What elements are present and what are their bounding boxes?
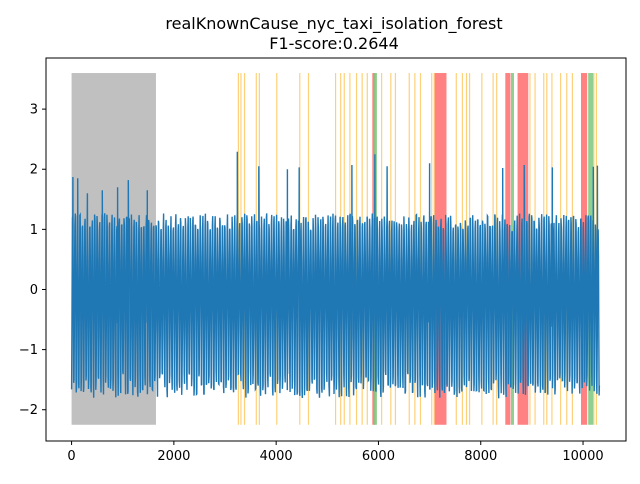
orange-span-17: [394, 73, 397, 425]
x-tick-label-0: 0: [67, 449, 75, 464]
series-path: [70, 151, 601, 399]
x-tick-label-4: 8000: [464, 449, 497, 464]
orange-span-25: [465, 73, 468, 425]
title-line-1: realKnownCause_nyc_taxi_isolation_forest: [165, 14, 502, 34]
x-tick-label-1: 2000: [157, 449, 190, 464]
axes: 0 2000 4000 6000 8000 10000 −2 −1 0 1 2 3: [19, 57, 627, 464]
x-tick-label-5: 10000: [562, 449, 603, 464]
chart-title: realKnownCause_nyc_taxi_isolation_forest…: [165, 14, 502, 53]
y-tick-label-3: 1: [30, 223, 38, 238]
y-tick-label-0: −2: [19, 403, 38, 418]
orange-span-1: [240, 73, 242, 425]
y-tick-label-5: 3: [30, 103, 38, 118]
x-tick-label-3: 6000: [362, 449, 395, 464]
y-tick-label-2: 0: [30, 283, 38, 298]
title-line-2: F1-score:0.2644: [269, 34, 399, 53]
plot-frame: [45, 57, 627, 442]
series-line: [70, 151, 601, 399]
x-tick-label-2: 4000: [260, 449, 293, 464]
y-tick-label-4: 2: [30, 163, 38, 178]
orange-span-0: [237, 73, 239, 425]
y-tick-label-1: −1: [19, 343, 38, 358]
orange-span-37: [571, 73, 573, 425]
